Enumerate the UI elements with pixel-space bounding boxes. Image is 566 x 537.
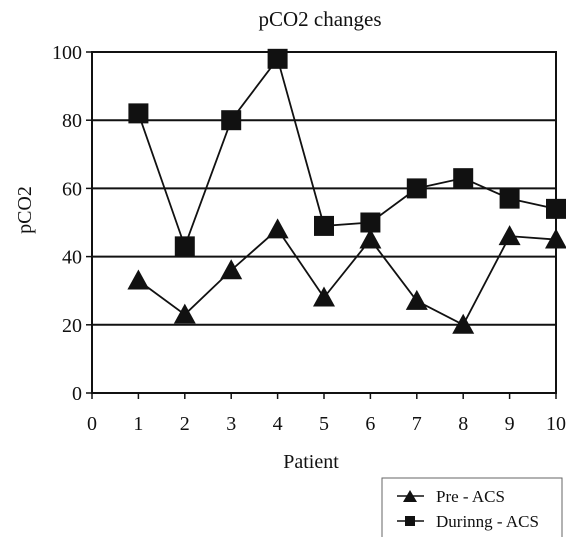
legend-series-2-label: Durinng - ACS	[436, 512, 539, 531]
series-2-point-1	[128, 103, 149, 124]
x-tick-label: 1	[133, 413, 143, 435]
series-2-point-6	[360, 212, 381, 233]
series-1-point-5	[313, 286, 335, 307]
x-tick-label: 2	[180, 413, 190, 435]
series-1-point-10	[545, 228, 566, 249]
series-layer	[127, 48, 566, 334]
x-tick-label: 6	[365, 413, 375, 435]
series-1-point-9	[498, 225, 521, 246]
y-tick-label: 20	[62, 315, 82, 337]
y-tick-label: 60	[62, 178, 82, 200]
grid-lines	[92, 119, 556, 326]
y-axis-label: pCO2	[14, 186, 36, 234]
series-1-point-3	[220, 259, 243, 280]
series-1-point-2	[173, 303, 196, 324]
series-1-point-4	[266, 218, 289, 239]
series-2-point-7	[406, 178, 427, 199]
x-tick-label: 7	[412, 413, 422, 435]
series-1-point-8	[452, 313, 475, 334]
series-1-line	[137, 227, 557, 327]
series-1-point-1	[127, 269, 150, 290]
legend-series-1-label: Pre - ACS	[436, 487, 505, 506]
y-tick-label: 0	[72, 383, 82, 405]
x-axis-label: Patient	[283, 451, 339, 473]
legend-series-1-marker	[403, 490, 417, 502]
series-1-point-7	[405, 289, 428, 310]
x-tick-label: 5	[319, 413, 329, 435]
legend: Pre - ACS Durinng - ACS	[381, 477, 563, 537]
y-axis-ticks: 0 20 40 60 80 100	[52, 42, 92, 405]
x-tick-label: 4	[273, 413, 283, 435]
legend-series-2-marker	[405, 516, 415, 526]
y-tick-label: 40	[62, 247, 82, 269]
y-tick-label: 80	[62, 110, 82, 132]
series-2-point-4	[267, 48, 288, 69]
series-2-point-8	[453, 168, 474, 189]
chart-title: pCO2 changes	[258, 7, 381, 31]
legend-box	[381, 477, 563, 537]
x-tick-label: 8	[458, 413, 468, 435]
series-2-point-5	[314, 215, 334, 236]
series-1-point-6	[359, 228, 382, 249]
series-2	[128, 48, 566, 257]
series-2-point-10	[546, 198, 566, 219]
series-2-line	[137, 56, 557, 250]
series-2-point-3	[221, 110, 242, 131]
x-tick-label: 10	[546, 413, 566, 435]
series-1	[127, 218, 566, 334]
series-2-point-2	[174, 236, 195, 257]
y-tick-label: 100	[52, 42, 82, 64]
series-2-point-9	[499, 188, 520, 209]
x-tick-label: 3	[226, 413, 236, 435]
x-axis-ticks: 0 1 2 3 4 5 6 7 8 9 10	[87, 393, 566, 435]
x-tick-label: 0	[87, 413, 97, 435]
x-tick-label: 9	[505, 413, 515, 435]
